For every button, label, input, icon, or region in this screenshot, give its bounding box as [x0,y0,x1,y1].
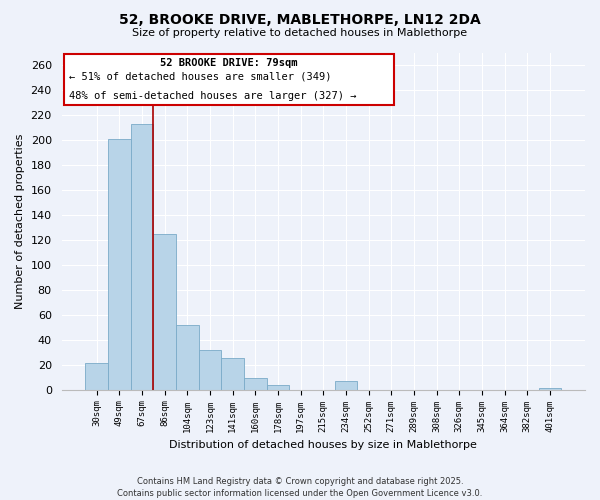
Bar [539,388,561,390]
FancyBboxPatch shape [64,54,394,105]
Bar [244,378,266,390]
Bar [266,384,289,390]
Text: Size of property relative to detached houses in Mablethorpe: Size of property relative to detached ho… [133,28,467,38]
Bar [108,138,131,390]
Bar [154,234,176,390]
Bar [176,325,199,390]
Text: ← 51% of detached houses are smaller (349): ← 51% of detached houses are smaller (34… [70,72,332,82]
Text: 52 BROOKE DRIVE: 79sqm: 52 BROOKE DRIVE: 79sqm [160,58,298,68]
X-axis label: Distribution of detached houses by size in Mablethorpe: Distribution of detached houses by size … [169,440,477,450]
Text: Contains HM Land Registry data © Crown copyright and database right 2025.
Contai: Contains HM Land Registry data © Crown c… [118,476,482,498]
Bar [221,358,244,390]
Bar [199,350,221,390]
Bar [85,364,108,390]
Text: 52, BROOKE DRIVE, MABLETHORPE, LN12 2DA: 52, BROOKE DRIVE, MABLETHORPE, LN12 2DA [119,12,481,26]
Bar [131,124,154,390]
Bar [335,381,357,390]
Y-axis label: Number of detached properties: Number of detached properties [15,134,25,309]
Text: 48% of semi-detached houses are larger (327) →: 48% of semi-detached houses are larger (… [70,90,357,101]
